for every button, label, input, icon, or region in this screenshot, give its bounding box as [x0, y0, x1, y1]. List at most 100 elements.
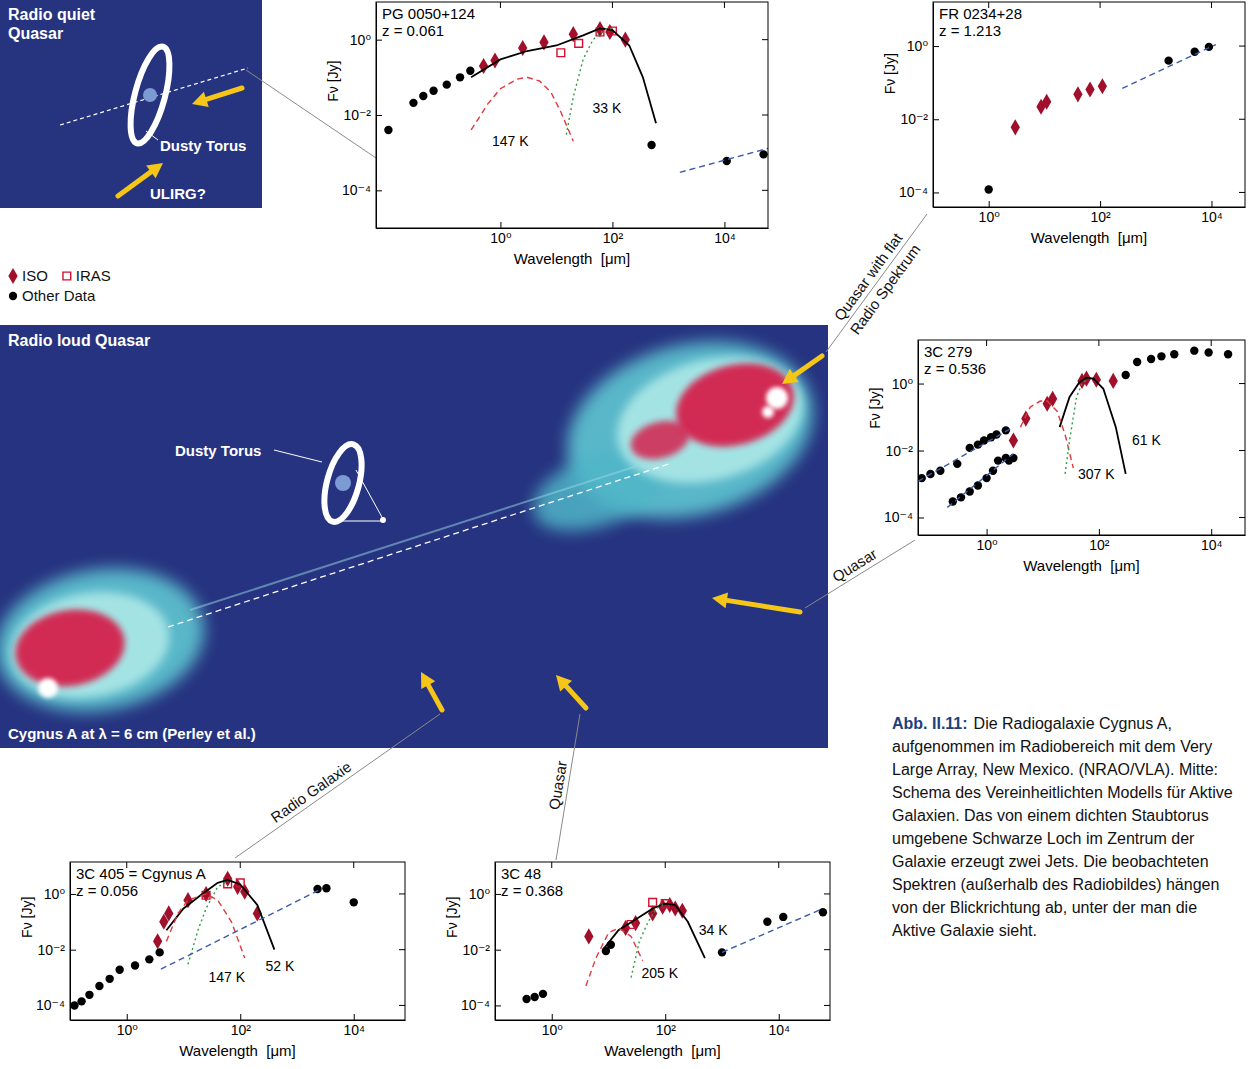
- data-point: [1191, 48, 1199, 56]
- x-tick-mark: [1100, 2, 1101, 8]
- label-pointer: [146, 131, 158, 140]
- x-tick: 10⁴: [1201, 201, 1223, 225]
- y-tick-mark: [762, 39, 768, 40]
- x-tick-mark: [240, 862, 241, 868]
- data-point: [522, 995, 530, 1003]
- x-tick: 10⁰: [977, 529, 999, 553]
- y-tick-label: 10⁰: [907, 38, 929, 54]
- x-tick-mark: [779, 1014, 780, 1020]
- image-title: Radio loud Quasar: [8, 332, 150, 349]
- y-tick: 10⁰: [907, 38, 939, 54]
- sed-panel: 10⁰10²10⁴10⁻⁴10⁻²10⁰3C 48z = 0.368Wavele…: [444, 862, 831, 1059]
- x-tick-label: 10²: [231, 1022, 252, 1038]
- leader-line: [805, 540, 915, 608]
- temperature-label: 147 K: [209, 969, 246, 985]
- data-point: [763, 918, 771, 926]
- data-point: [575, 39, 583, 47]
- x-tick-mark: [1211, 340, 1212, 346]
- plot-frame: [70, 862, 405, 1020]
- y-tick-label: 10⁻²: [37, 942, 65, 958]
- data-point: [223, 871, 232, 887]
- y-tick-mark: [1239, 383, 1245, 384]
- y-tick-label: 10⁻⁴: [884, 509, 913, 525]
- data-point: [1048, 391, 1057, 407]
- fit-curve: [1060, 378, 1126, 474]
- y-tick-label: 10⁰: [44, 886, 66, 902]
- x-tick: 10⁴: [768, 1014, 790, 1038]
- x-tick-label: 10²: [603, 230, 624, 246]
- panel-title: 3C 48: [501, 865, 541, 882]
- x-tick: 10²: [603, 222, 624, 246]
- data-point: [466, 67, 474, 75]
- y-tick-label: 10⁻²: [900, 111, 928, 127]
- data-point: [429, 87, 437, 95]
- x-tick-mark: [1099, 529, 1100, 535]
- y-tick-label: 10⁻⁴: [899, 184, 928, 200]
- x-tick-label: 10⁴: [768, 1022, 790, 1038]
- panel-subtitle: z = 0.061: [382, 22, 444, 39]
- arrow-shaft: [206, 88, 242, 99]
- x-tick-mark: [989, 201, 990, 207]
- x-tick-label: 10⁴: [343, 1022, 365, 1038]
- data-point: [1147, 355, 1155, 363]
- x-tick-mark: [240, 1014, 241, 1020]
- y-tick-mark: [933, 119, 939, 120]
- lobe-shape: [2, 580, 178, 710]
- x-axis-title: Wavelength [μm]: [514, 250, 630, 267]
- plot-area: [522, 897, 827, 1003]
- y-tick-mark: [1239, 517, 1245, 518]
- x-tick: 10²: [231, 1014, 252, 1038]
- x-tick-label: 10²: [1089, 537, 1110, 553]
- y-tick-mark: [762, 115, 768, 116]
- y-tick-mark: [399, 893, 405, 894]
- data-point: [984, 185, 992, 193]
- core: [380, 517, 386, 523]
- line-of-sight: [60, 68, 248, 125]
- panel-subtitle: z = 0.536: [924, 360, 986, 377]
- view-label: Quasar: [545, 760, 570, 811]
- y-tick-mark: [1239, 46, 1245, 47]
- y-tick-mark: [824, 893, 830, 894]
- dusty-torus: [123, 43, 178, 147]
- x-tick-mark: [127, 1014, 128, 1020]
- plot-area: [918, 346, 1232, 507]
- legend-label: ISO: [22, 267, 48, 284]
- y-tick-label: 10⁻⁴: [36, 997, 65, 1013]
- data-point: [419, 92, 427, 100]
- plot-background: [933, 2, 1245, 207]
- y-tick-label: 10⁻²: [343, 107, 371, 123]
- x-tick-mark: [612, 2, 613, 8]
- image-background: [0, 325, 828, 748]
- fit-curve: [1020, 401, 1073, 468]
- data-point: [1190, 346, 1198, 354]
- plot-area: [70, 871, 358, 1010]
- data-point: [994, 456, 1002, 464]
- data-point: [759, 150, 767, 158]
- panel-subtitle: z = 0.056: [76, 882, 138, 899]
- legend-symbol: [8, 268, 17, 284]
- data-point: [1073, 86, 1082, 102]
- x-axis: 10⁰10²10⁴: [919, 529, 1246, 553]
- legend-label: Other Data: [22, 287, 96, 304]
- temperature-label: 147 K: [492, 133, 529, 149]
- x-tick-mark: [353, 862, 354, 868]
- legend-label: IRAS: [76, 267, 111, 284]
- y-tick-mark: [495, 1005, 501, 1006]
- data-point: [1009, 432, 1018, 448]
- y-tick: 10⁰: [44, 886, 76, 902]
- plot-area: [384, 21, 768, 172]
- data-point: [164, 905, 173, 921]
- data-point: [819, 908, 827, 916]
- temperature-label: 33 K: [593, 100, 622, 116]
- sed-panel: 10⁰10²10⁴10⁻⁴10⁻²10⁰FR 0234+28z = 1.213W…: [882, 2, 1246, 246]
- x-tick-mark: [354, 1014, 355, 1020]
- fit-curve: [586, 928, 643, 986]
- arrow-shaft: [566, 686, 586, 708]
- fit-curve: [947, 454, 1013, 508]
- plot-frame: [933, 2, 1245, 207]
- radio-image: Radio loud QuasarDusty TorusCygnus A at …: [0, 316, 833, 748]
- data-point: [718, 948, 726, 956]
- caption: Abb. II.11:Die Radiogalaxie Cygnus A, au…: [892, 712, 1244, 942]
- temperature-label: 307 K: [1078, 466, 1115, 482]
- data-point: [1009, 454, 1017, 462]
